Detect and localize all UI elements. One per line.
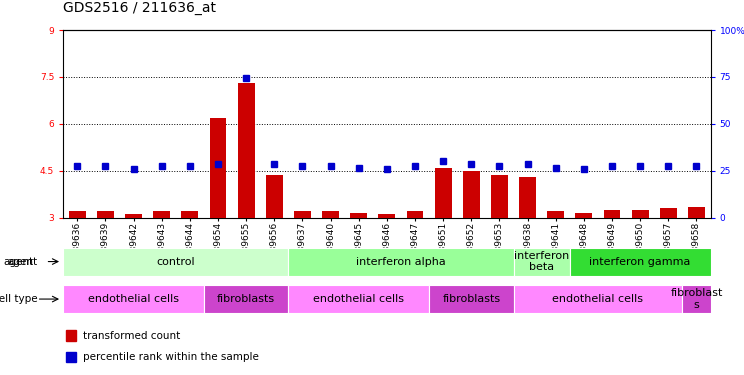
Bar <box>294 211 311 217</box>
Bar <box>570 248 711 276</box>
Bar <box>660 208 677 218</box>
Bar <box>153 211 170 217</box>
Bar <box>266 176 283 217</box>
Bar <box>63 285 204 313</box>
Text: transformed count: transformed count <box>83 331 180 340</box>
Bar <box>513 285 682 313</box>
Bar <box>66 330 76 341</box>
Bar <box>63 248 289 276</box>
Text: percentile rank within the sample: percentile rank within the sample <box>83 352 258 362</box>
Bar <box>548 211 564 217</box>
Bar <box>97 211 114 217</box>
Bar <box>204 285 289 313</box>
Text: interferon gamma: interferon gamma <box>589 256 691 267</box>
Bar <box>66 352 76 363</box>
Bar <box>125 214 142 217</box>
Bar <box>682 285 711 313</box>
Text: fibroblasts: fibroblasts <box>442 294 501 304</box>
Bar <box>434 168 452 217</box>
Text: endothelial cells: endothelial cells <box>88 294 179 304</box>
Text: endothelial cells: endothelial cells <box>553 294 644 304</box>
Bar <box>322 211 339 217</box>
Text: interferon
beta: interferon beta <box>514 251 569 272</box>
Text: endothelial cells: endothelial cells <box>313 294 404 304</box>
Bar <box>379 214 395 217</box>
Bar <box>210 117 226 218</box>
Text: cell type: cell type <box>0 294 38 304</box>
Bar <box>513 248 570 276</box>
Bar <box>350 213 368 217</box>
Bar <box>69 211 86 217</box>
Bar <box>238 83 254 218</box>
Bar <box>182 211 199 217</box>
Bar <box>429 285 513 313</box>
Text: interferon alpha: interferon alpha <box>356 256 446 267</box>
Bar <box>463 171 480 217</box>
Bar <box>603 210 620 218</box>
Bar <box>632 210 649 218</box>
Text: agent: agent <box>7 256 37 267</box>
Bar <box>289 248 513 276</box>
Text: fibroblasts: fibroblasts <box>217 294 275 304</box>
Text: GDS2516 / 211636_at: GDS2516 / 211636_at <box>63 1 217 15</box>
Bar <box>575 213 592 217</box>
Text: fibroblast
s: fibroblast s <box>670 288 722 310</box>
Bar <box>519 177 536 218</box>
Bar <box>289 285 429 313</box>
Text: agent: agent <box>4 256 33 267</box>
Text: control: control <box>156 256 195 267</box>
Bar <box>406 211 423 217</box>
Bar <box>491 176 508 217</box>
Bar <box>688 207 705 218</box>
